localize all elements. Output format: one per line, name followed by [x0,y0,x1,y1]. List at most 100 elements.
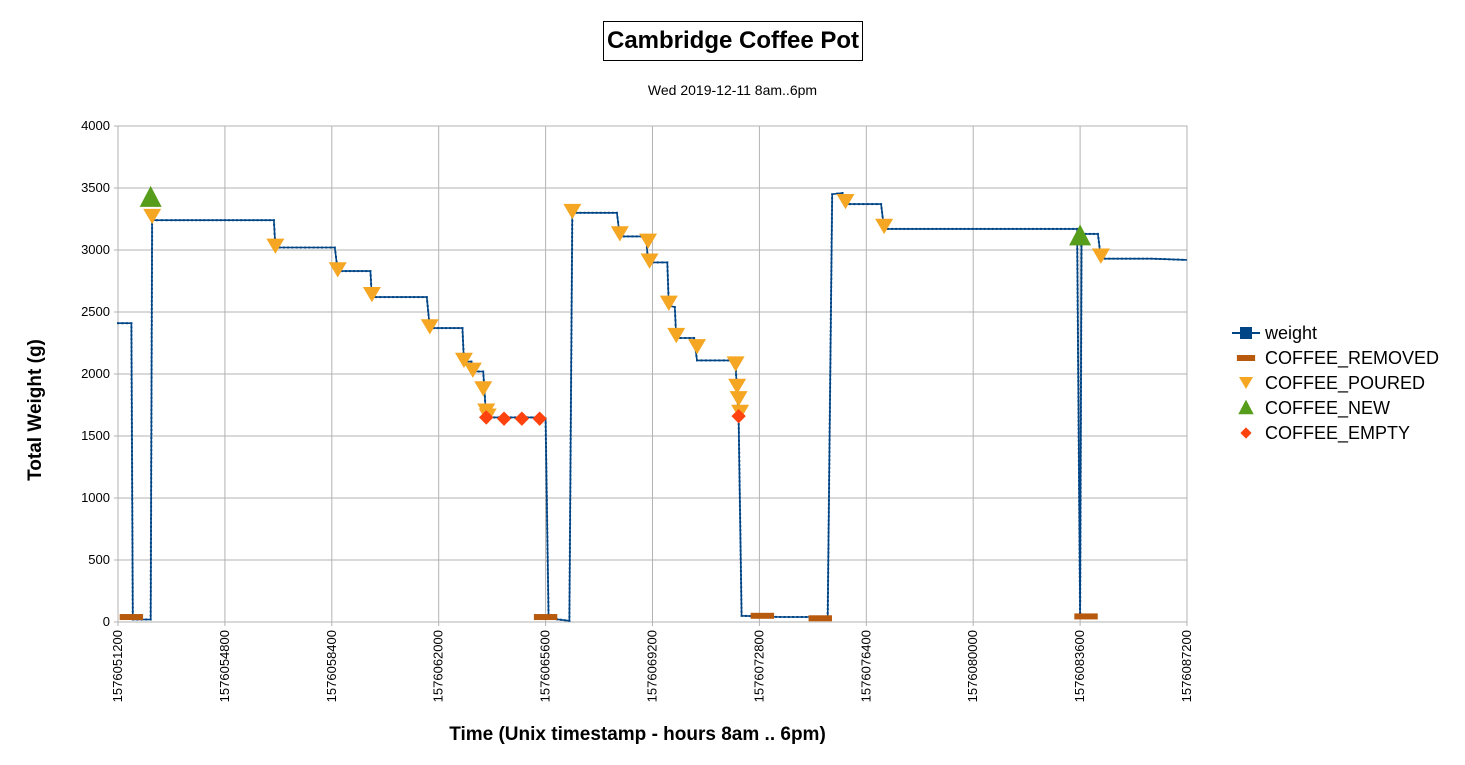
weight-point [1079,567,1082,570]
weight-point [426,305,429,307]
weight-point [1080,345,1083,348]
weight-point [1080,382,1082,385]
weight-point [149,598,152,601]
weight-point [453,327,456,330]
weight-point [417,296,420,299]
weight-point [830,213,833,216]
weight-point [150,525,152,528]
weight-point [1120,257,1123,260]
coffee-removed-marker [1074,613,1098,620]
weight-point [627,235,630,238]
legend-swatch-coffee-empty [1240,427,1252,439]
weight-point [150,449,153,452]
weight-point [151,227,154,230]
weight-point [738,472,741,475]
weight-point [827,523,830,526]
weight-point [828,442,831,445]
weight-point [569,486,572,489]
legend-label: COFFEE_EMPTY [1265,423,1410,444]
weight-point [983,227,986,230]
weight-point [131,542,134,545]
weight-point [1079,511,1082,514]
weight-point [545,454,548,457]
weight-point [150,533,152,536]
weight-point [829,314,832,316]
weight-point [131,562,134,565]
coffee-poured-marker [659,295,678,311]
weight-point [370,283,373,286]
weight-point [829,362,832,365]
weight-point [1052,227,1054,230]
weight-point [1079,474,1082,477]
weight-point [1079,563,1082,566]
weight-point [149,602,152,605]
weight-point [130,330,133,333]
weight-point [826,599,829,602]
weight-point [1079,418,1082,421]
weight-point [919,227,922,230]
weight-point [667,287,670,290]
weight-point [570,304,573,307]
weight-point [740,606,743,609]
weight-point [841,192,844,194]
weight-point [545,503,548,506]
weight-point [603,211,606,214]
weight-point [427,309,430,312]
weight-point [738,492,741,495]
weight-point [744,614,747,617]
weight-point [779,616,782,618]
weight-point [1079,406,1082,409]
weight-point [830,289,833,292]
weight-point [150,380,153,383]
weight-point [1077,432,1080,434]
weight-point [571,219,574,222]
weight-point [617,221,620,224]
weight-point [131,602,134,605]
weight-point [569,502,572,505]
weight-point [570,369,573,372]
coffee-poured-marker [454,352,473,369]
weight-point [1076,307,1079,310]
weight-point [353,270,356,273]
weight-point [131,526,134,529]
weight-point [570,292,573,295]
weight-point [881,211,884,214]
weight-point [457,327,460,330]
weight-point [738,464,741,467]
weight-point [150,312,153,314]
chart-subtitle: Wed 2019-12-11 8am..6pm [647,82,818,98]
weight-point [1077,428,1080,430]
weight-point [150,473,153,476]
weight-point [1080,349,1083,352]
weight-point [1076,299,1079,302]
weight-point [740,578,742,581]
weight-point [1078,480,1081,482]
weight-point [830,217,833,220]
weight-point [260,219,263,222]
weight-point [1076,323,1079,326]
weight-point [387,296,390,299]
weight-point [1019,227,1022,230]
weight-point [149,545,152,548]
weight-point [1056,227,1058,230]
weight-point [130,374,133,377]
weight-point [130,430,133,433]
weight-point [340,270,343,273]
weight-point [666,278,669,281]
weight-point [739,521,742,524]
weight-point [828,459,831,461]
weight-point [130,426,133,429]
weight-point [740,602,743,605]
weight-point [150,396,153,399]
weight-point [738,447,741,450]
weight-point [268,219,271,222]
weight-point [1079,551,1082,554]
weight-point [130,414,133,417]
weight-point [1080,269,1083,272]
weight-point [427,313,430,316]
weight-point [546,556,549,559]
weight-point [570,393,572,396]
weight-point [131,554,134,557]
weight-point [1078,468,1080,470]
weight-point [828,414,831,417]
